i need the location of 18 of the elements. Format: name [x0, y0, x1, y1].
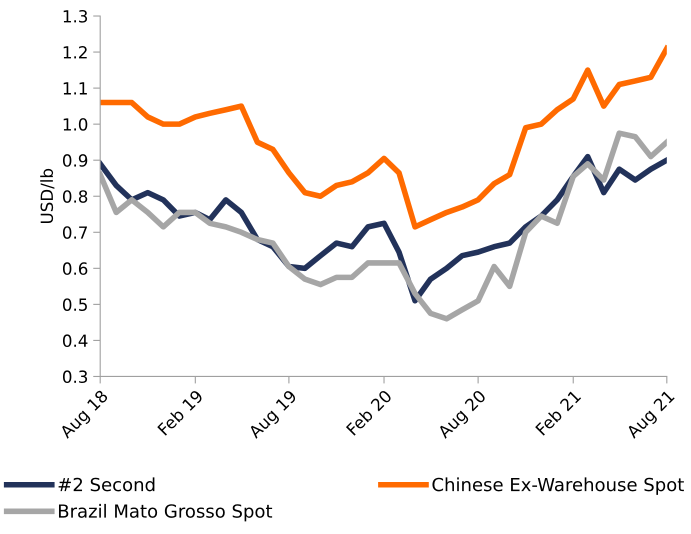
y-tick-label: 0.3 — [62, 370, 88, 384]
y-tick-label: 0.7 — [62, 226, 87, 239]
y-tick-label: 1.3 — [64, 10, 88, 23]
y-tick-label: 0.6 — [62, 262, 88, 275]
y-tick-label: 0.8 — [62, 190, 88, 203]
y-tick-label: 1.2 — [64, 46, 87, 58]
y-axis-title: USD/lb — [40, 168, 54, 224]
x-tick-label: Feb 20 — [346, 389, 392, 436]
legend-label: #2 Second — [58, 477, 154, 492]
y-tick-label: 0.9 — [62, 154, 88, 167]
y-tick-label: 1.0 — [64, 118, 88, 131]
x-tick-label: Feb 21 — [534, 389, 582, 436]
y-tick-label: 0.4 — [62, 334, 88, 347]
legend-label: Chinese Ex-Warehouse Spot — [432, 477, 684, 495]
legend-label: Brazil Mato Grosso Spot — [58, 504, 272, 522]
x-tick-label: Feb 19 — [156, 389, 204, 436]
y-tick-label: 0.5 — [62, 298, 87, 311]
y-tick-label: 1.1 — [64, 82, 87, 94]
